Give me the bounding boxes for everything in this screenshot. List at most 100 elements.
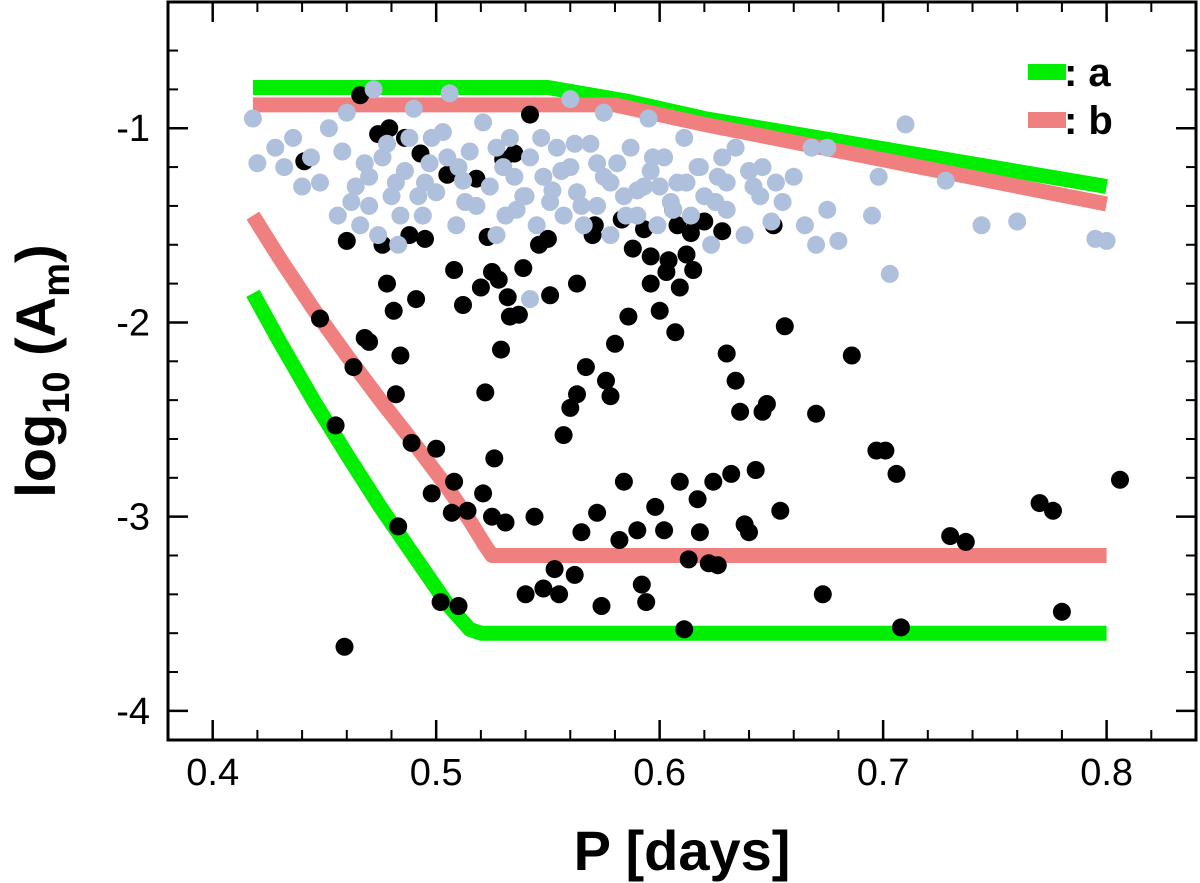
y-axis-title-mid: (A <box>4 297 67 372</box>
y-axis-title-end: ) <box>4 244 67 263</box>
data-point-s1-10 <box>337 103 356 122</box>
data-point-s0-115 <box>1030 494 1049 513</box>
data-point-s1-47 <box>588 196 607 215</box>
data-point-s1-99 <box>650 177 669 196</box>
data-point-s1-117 <box>333 142 352 161</box>
y-tick-label-3: -4 <box>116 691 150 733</box>
data-point-s0-79 <box>655 521 674 540</box>
data-point-s1-55 <box>641 162 660 180</box>
data-point-s0-71 <box>619 307 638 326</box>
data-point-s0-50 <box>525 507 544 526</box>
data-point-s0-69 <box>610 531 629 549</box>
data-point-s1-49 <box>601 226 620 245</box>
data-point-s1-86 <box>1097 231 1116 250</box>
data-point-s0-12 <box>380 119 399 138</box>
data-point-s1-72 <box>773 193 792 211</box>
data-point-s1-128 <box>677 173 696 192</box>
data-point-s0-93 <box>713 222 732 241</box>
data-point-s0-52 <box>534 579 553 598</box>
data-point-s1-114 <box>664 200 683 219</box>
data-point-s0-130 <box>483 263 501 281</box>
data-point-s0-75 <box>637 593 656 612</box>
data-point-s0-88 <box>690 523 709 542</box>
reference-line-3 <box>246 289 1107 641</box>
data-point-s0-58 <box>561 398 580 417</box>
data-point-s0-32 <box>467 169 486 188</box>
data-point-s1-118 <box>342 193 361 211</box>
data-point-s1-92 <box>639 109 658 128</box>
data-point-s0-70 <box>614 472 633 491</box>
data-point-s1-110 <box>516 187 535 206</box>
data-point-s0-31 <box>458 501 477 520</box>
axis-ticks: 0.4 0.5 0.6 0.7 0.8 -1 -2 -3 -4 <box>116 2 1196 794</box>
x-axis-title: P [days] <box>574 819 791 882</box>
data-point-s0-45 <box>505 144 524 163</box>
data-point-s0-85 <box>679 550 698 569</box>
data-point-s1-6 <box>302 148 320 167</box>
data-point-s0-67 <box>601 387 620 406</box>
data-point-s0-129 <box>568 274 586 293</box>
data-point-s0-96 <box>726 371 745 390</box>
data-point-s1-112 <box>588 154 607 173</box>
data-point-s1-106 <box>409 187 428 206</box>
data-point-s0-68 <box>606 334 624 353</box>
y-tick-label-2: -3 <box>116 497 150 539</box>
data-point-s0-5 <box>344 358 363 377</box>
data-point-s0-124 <box>668 216 687 235</box>
data-point-s0-56 <box>550 585 569 604</box>
data-point-s1-102 <box>751 187 770 206</box>
data-point-s1-103 <box>360 167 379 186</box>
data-point-s1-16 <box>378 134 396 153</box>
data-point-s1-111 <box>552 162 571 180</box>
data-point-s1-32 <box>487 226 506 245</box>
reference-line-1 <box>252 97 1109 212</box>
data-point-s1-25 <box>440 84 459 103</box>
data-point-s1-130 <box>766 173 785 192</box>
data-point-s0-42 <box>496 513 515 532</box>
data-point-s0-131 <box>445 261 464 279</box>
data-point-s0-104 <box>771 501 790 520</box>
data-point-s1-12 <box>351 216 370 235</box>
data-point-s1-113 <box>628 181 647 200</box>
data-point-s1-108 <box>449 158 468 177</box>
data-point-s0-15 <box>389 517 408 536</box>
data-point-s1-84 <box>1008 212 1027 231</box>
data-point-s1-2 <box>266 138 285 157</box>
data-point-s0-83 <box>670 472 689 491</box>
data-point-s1-67 <box>726 138 745 157</box>
data-point-s0-49 <box>521 105 539 124</box>
data-point-s1-0 <box>243 109 262 128</box>
data-point-s0-74 <box>632 575 651 594</box>
x-tick-label-1: 0.5 <box>410 752 463 794</box>
data-point-s1-109 <box>487 138 506 157</box>
data-point-s0-73 <box>628 521 647 540</box>
data-point-s0-46 <box>509 305 528 324</box>
y-tick-label-0: -1 <box>116 108 150 150</box>
data-point-s0-3 <box>335 637 354 656</box>
legend-label-a: : a <box>1064 51 1111 95</box>
y-axis-title: log10 (Am) <box>4 244 78 497</box>
data-point-s0-118 <box>1111 470 1129 489</box>
data-point-s0-94 <box>717 344 736 363</box>
data-point-s1-26 <box>447 216 466 235</box>
data-point-s1-41 <box>547 138 566 157</box>
data-point-s1-116 <box>740 162 758 180</box>
data-point-s0-100 <box>746 461 765 479</box>
y-axis-title-base: log <box>4 414 67 498</box>
data-point-s1-73 <box>784 167 803 186</box>
data-point-s0-25 <box>431 593 450 612</box>
data-point-s1-119 <box>355 154 374 173</box>
data-point-s0-1 <box>311 309 329 328</box>
data-point-s0-30 <box>454 296 472 314</box>
data-point-s1-56 <box>648 216 667 235</box>
data-point-s0-99 <box>740 523 758 542</box>
data-point-s1-115 <box>706 193 725 211</box>
data-point-s1-121 <box>416 173 434 192</box>
data-point-s1-44 <box>568 183 586 202</box>
data-point-s1-71 <box>762 212 781 231</box>
data-point-s1-122 <box>456 193 475 211</box>
data-point-s1-75 <box>807 235 826 254</box>
data-point-s1-39 <box>534 167 553 186</box>
data-point-s1-38 <box>527 216 546 235</box>
